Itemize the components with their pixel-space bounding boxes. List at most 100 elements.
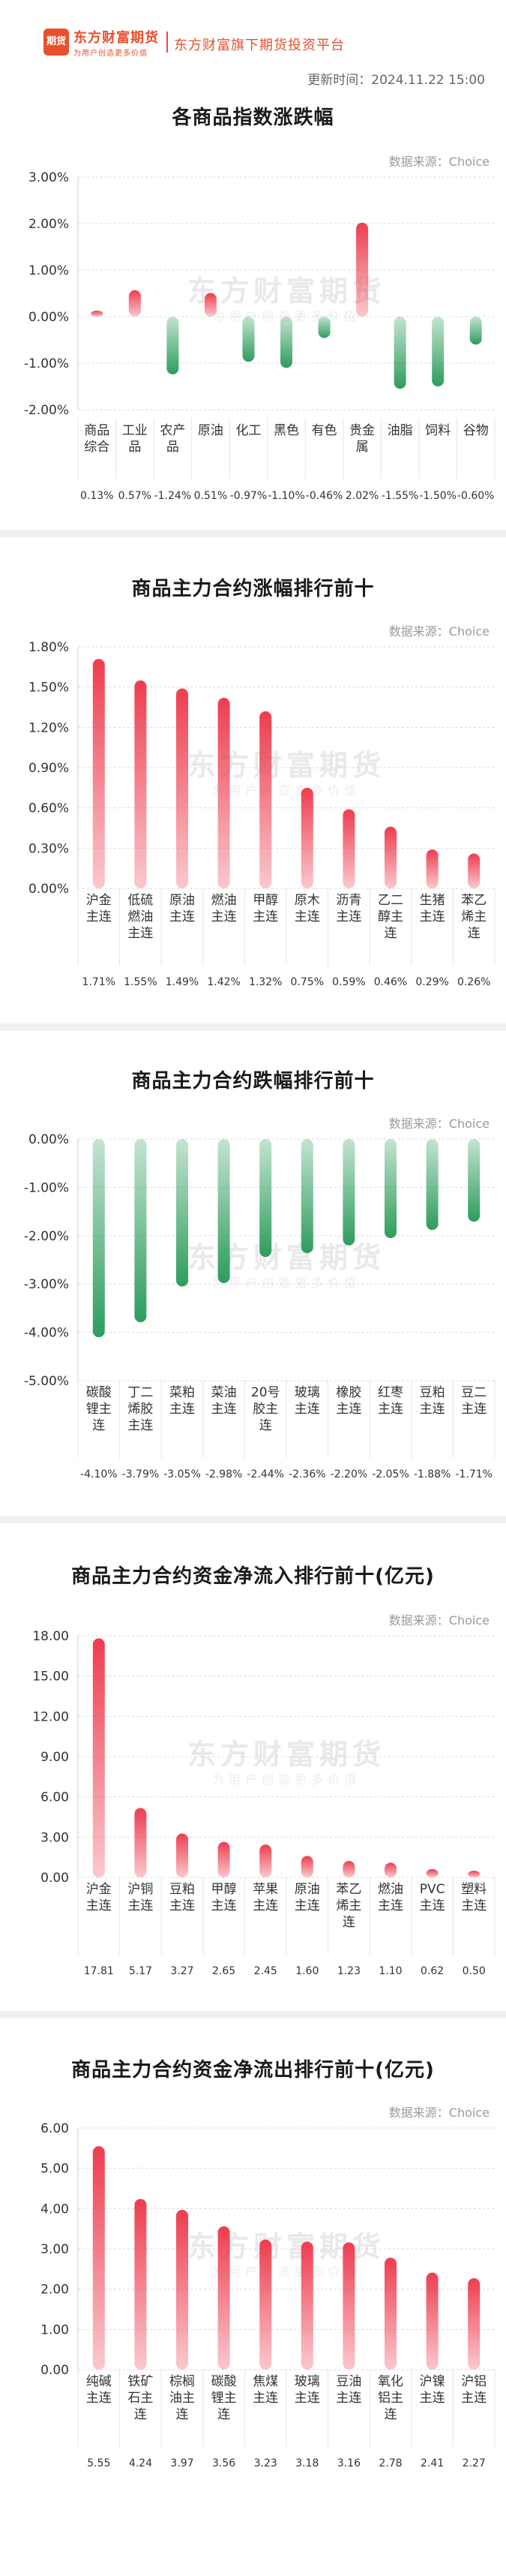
category-label: 化工 bbox=[235, 423, 261, 438]
category-label: 醇主 bbox=[378, 909, 403, 924]
y-tick-label: 1.00 bbox=[40, 2322, 69, 2337]
category-label: 棕榈 bbox=[169, 2374, 195, 2389]
chart-title: 商品主力合约资金净流入排行前十(亿元) bbox=[71, 1565, 435, 1588]
value-label: 3.18 bbox=[295, 2457, 319, 2469]
value-label: 1.42% bbox=[207, 976, 240, 988]
value-label: 0.29% bbox=[415, 976, 448, 988]
category-label: 主连 bbox=[86, 909, 112, 924]
category-label: 主连 bbox=[378, 1402, 403, 1417]
section-divider bbox=[0, 2011, 506, 2018]
y-tick-label: -1.00% bbox=[24, 1180, 69, 1195]
value-label: 0.59% bbox=[332, 976, 365, 988]
value-label: -0.60% bbox=[457, 490, 495, 502]
value-label: -1.24% bbox=[154, 490, 192, 502]
data-source: 数据来源：Choice bbox=[388, 624, 490, 639]
y-tick-label: -2.00% bbox=[24, 1229, 69, 1244]
category-label: 沥青 bbox=[336, 893, 361, 908]
bar bbox=[394, 317, 406, 389]
value-label: 0.62 bbox=[421, 1965, 444, 1977]
y-tick-label: 1.00% bbox=[28, 263, 69, 278]
y-tick-label: 0.00% bbox=[28, 882, 69, 897]
category-label: 主连 bbox=[253, 1898, 278, 1913]
category-label: 主连 bbox=[127, 926, 153, 941]
section-inflow: 商品主力合约资金净流入排行前十(亿元) 数据来源：Choice 东方财富期货 为用… bbox=[0, 1523, 506, 2011]
value-label: 3.56 bbox=[212, 2457, 235, 2469]
watermark-slogan: 为用户创造更多价值 bbox=[212, 2265, 361, 2279]
category-label: 石主 bbox=[127, 2391, 153, 2406]
category-label: 生猪 bbox=[420, 893, 445, 908]
watermark-text: 东方财富期货 bbox=[187, 1241, 385, 1274]
category-label: 主连 bbox=[420, 1898, 445, 1913]
category-label: 烯主 bbox=[336, 1898, 361, 1913]
bar bbox=[92, 659, 105, 888]
bar bbox=[301, 1139, 313, 1253]
bar bbox=[204, 293, 217, 317]
update-time: 更新时间：2024.11.22 15:00 bbox=[307, 73, 485, 88]
category-label: 燃油 bbox=[378, 1882, 403, 1897]
category-label: 主连 bbox=[127, 1898, 153, 1913]
category-label: 低硫 bbox=[127, 893, 153, 908]
chart-title: 商品主力合约跌幅排行前十 bbox=[131, 1070, 375, 1093]
category-label: 主连 bbox=[378, 1898, 403, 1913]
watermark-slogan: 为用户创造更多价值 bbox=[212, 1772, 361, 1787]
bar bbox=[134, 680, 147, 888]
category-label: 主连 bbox=[461, 2391, 487, 2406]
category-label: 连 bbox=[259, 1418, 272, 1433]
value-label: 3.16 bbox=[337, 2457, 361, 2469]
bar bbox=[426, 1868, 439, 1877]
category-label: 甲醇 bbox=[253, 893, 278, 908]
chart-index-change: 东方财富期货为用户创造更多价值3.00%2.00%1.00%0.00%-1.00… bbox=[24, 170, 496, 502]
bar bbox=[134, 2199, 147, 2370]
category-label: 胶主 bbox=[253, 1402, 278, 1417]
bar bbox=[92, 1638, 105, 1877]
value-label: 2.27 bbox=[463, 2457, 486, 2469]
y-tick-label: 0.00 bbox=[40, 1871, 69, 1886]
category-label: 豆油 bbox=[336, 2374, 361, 2389]
category-label: 连 bbox=[92, 1418, 105, 1433]
bar bbox=[259, 2239, 272, 2370]
data-source: 数据来源：Choice bbox=[388, 2106, 490, 2120]
value-label: 2.45 bbox=[254, 1965, 277, 1977]
bar bbox=[301, 1856, 313, 1877]
bar bbox=[385, 826, 397, 888]
category-label: 主连 bbox=[211, 1898, 237, 1913]
section-gainers: 商品主力合约涨幅排行前十 数据来源：Choice 东方财富期货 为用户创造更多价值… bbox=[0, 537, 506, 1023]
category-label: 农产 bbox=[160, 423, 185, 438]
y-tick-label: 2.00 bbox=[40, 2283, 69, 2298]
bar bbox=[426, 849, 439, 888]
category-label: 连 bbox=[343, 1915, 355, 1930]
category-label: 综合 bbox=[84, 440, 109, 455]
bar bbox=[259, 1844, 272, 1877]
value-label: -3.79% bbox=[122, 1468, 160, 1480]
section-divider bbox=[0, 1516, 506, 1523]
category-label: 属 bbox=[356, 440, 369, 455]
bar bbox=[217, 697, 230, 888]
category-label: 橡胶 bbox=[336, 1385, 361, 1400]
category-label: 主连 bbox=[295, 909, 320, 924]
category-label: 豆二 bbox=[461, 1385, 487, 1400]
value-label: 1.32% bbox=[249, 976, 282, 988]
chart-title: 商品主力合约资金净流出排行前十(亿元) bbox=[71, 2059, 435, 2082]
value-label: 4.24 bbox=[129, 2457, 152, 2469]
bar bbox=[91, 310, 103, 317]
bar bbox=[343, 1860, 355, 1877]
section-losers: 商品主力合约跌幅排行前十 数据来源：Choice 东方财富期货 为用户创造更多价值… bbox=[0, 1031, 506, 1516]
value-label: -2.36% bbox=[289, 1468, 326, 1480]
category-label: 塑料 bbox=[461, 1882, 487, 1897]
y-tick-label: 12.00 bbox=[32, 1709, 69, 1724]
category-label: 主连 bbox=[127, 1418, 153, 1433]
value-label: -1.10% bbox=[268, 490, 305, 502]
category-label: 沪铜 bbox=[127, 1882, 153, 1897]
category-label: 沪金 bbox=[86, 1882, 112, 1897]
category-label: 主连 bbox=[420, 1402, 445, 1417]
value-label: -1.88% bbox=[414, 1468, 451, 1480]
y-tick-label: 3.00 bbox=[40, 2242, 69, 2257]
value-label: 5.17 bbox=[129, 1965, 152, 1977]
y-tick-label: 9.00 bbox=[40, 1750, 69, 1765]
category-label: 原油 bbox=[169, 893, 195, 908]
bar bbox=[259, 711, 272, 888]
category-label: 原木 bbox=[295, 893, 320, 908]
category-label: 20号 bbox=[251, 1385, 280, 1400]
section-outflow: 商品主力合约资金净流出排行前十(亿元) 数据来源：Choice 东方财富期货 为用… bbox=[0, 2018, 506, 2576]
category-label: 苯乙 bbox=[336, 1882, 361, 1897]
